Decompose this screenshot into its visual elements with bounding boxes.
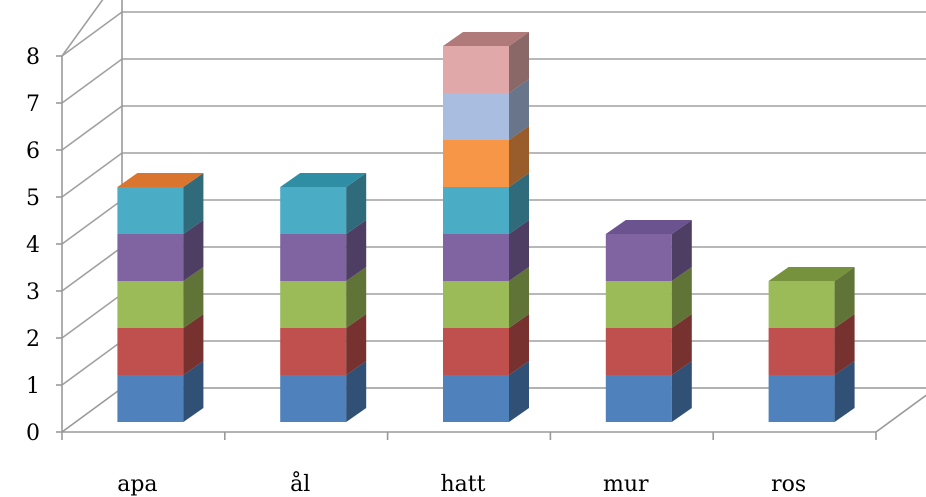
bar-top-face-mur [605,220,692,234]
bar-front-face [605,375,672,422]
bar-front-face [768,328,835,375]
bar-segment-apa-1 [117,361,204,422]
bar-front-face [443,281,509,328]
bar-side-face [671,361,692,422]
bar-front-face [443,375,509,422]
chart-bars [117,32,855,422]
bar-segment-apa-5 [117,173,204,234]
bar-front-face [768,281,835,328]
bar-side-face [346,267,367,328]
bar-front-face [605,328,672,375]
bar-side-face [509,361,529,422]
bar-front-face [443,140,509,187]
x-axis-category-labels: apa ål hatt mur ros [117,470,806,497]
bar-side-face [509,220,529,281]
x-category-label: apa [117,472,157,497]
bar-segment-ål-4 [280,220,367,281]
bar-front-face [605,281,672,328]
x-category-label: hatt [441,472,486,497]
bar-top-face-hatt [443,32,529,46]
bar-top-face-ros [768,267,855,281]
bar-side-face [834,361,855,422]
bar-segment-hatt-1 [443,361,529,422]
bar-side-face [671,267,692,328]
y-tick-label: 4 [26,233,40,258]
bar-front-face [443,46,509,93]
bar-front-face [117,328,184,375]
bar-front-face [280,187,347,234]
y-tick-label: 0 [26,421,40,446]
bar-segment-ros-2 [768,314,855,375]
bar-side-face [346,220,367,281]
y-axis-tick-labels: 0 1 2 3 4 5 6 7 8 [26,45,40,446]
bar-side-face [183,361,204,422]
bar-segment-hatt-3 [443,267,529,328]
bar-front-face [280,375,347,422]
bar-front-face [443,234,509,281]
bar-front-face [605,234,672,281]
y-tick-label: 7 [26,92,40,117]
y-tick-label: 2 [26,327,40,352]
bar-front-face [443,187,509,234]
bar-side-face [834,314,855,375]
bar-side-face [671,314,692,375]
bar-top-face-apa [117,173,204,187]
bar-front-face [443,93,509,140]
bar-segment-mur-2 [605,314,692,375]
bar-segment-apa-4 [117,220,204,281]
bar-segment-hatt-5 [443,173,529,234]
bar-segment-ål-3 [280,267,367,328]
bar-front-face [443,328,509,375]
bar-segment-ål-5 [280,173,367,234]
bar-segment-apa-3 [117,267,204,328]
bar-front-face [117,187,184,234]
bar-side-face [346,361,367,422]
bar-front-face [280,328,347,375]
bar-side-face [183,267,204,328]
x-category-label: mur [603,472,649,497]
bar-side-face [183,314,204,375]
bar-segment-ros-1 [768,361,855,422]
bar-front-face [280,234,347,281]
bar-segment-hatt-7 [443,79,529,140]
bar-side-face [509,32,529,93]
bar-segment-hatt-2 [443,314,529,375]
y-tick-label: 1 [26,374,40,399]
bar-side-face [183,220,204,281]
bar-side-face [183,173,204,234]
bar-front-face [117,375,184,422]
bar-side-face [346,314,367,375]
bar-segment-ål-1 [280,361,367,422]
bar-segment-mur-1 [605,361,692,422]
bar-side-face [509,79,529,140]
gridline-cap-diag [61,0,104,57]
bar-side-face [834,267,855,328]
bar-front-face [280,281,347,328]
bar-segment-ros-3 [768,267,855,328]
y-tick-label: 8 [26,45,40,70]
bar-side-face [509,126,529,187]
bar-segment-hatt-6 [443,126,529,187]
bar-top-face-ål [280,173,367,187]
bar-segment-ål-2 [280,314,367,375]
x-category-label: ål [290,470,310,497]
bar-segment-mur-3 [605,267,692,328]
bar-segment-mur-4 [605,220,692,281]
bar-segment-hatt-4 [443,220,529,281]
bar-side-face [346,173,367,234]
bar-segment-hatt-8 [443,32,529,93]
bar-side-face [509,173,529,234]
bar-front-face [117,281,184,328]
bar-segment-apa-2 [117,314,204,375]
bar-side-face [509,314,529,375]
bar-front-face [117,234,184,281]
bar-side-face [671,220,692,281]
y-tick-label: 3 [26,280,40,305]
y-tick-label: 5 [26,186,40,211]
x-category-label: ros [771,472,806,497]
bar-front-face [768,375,835,422]
bar-side-face [509,267,529,328]
y-tick-label: 6 [26,139,40,164]
